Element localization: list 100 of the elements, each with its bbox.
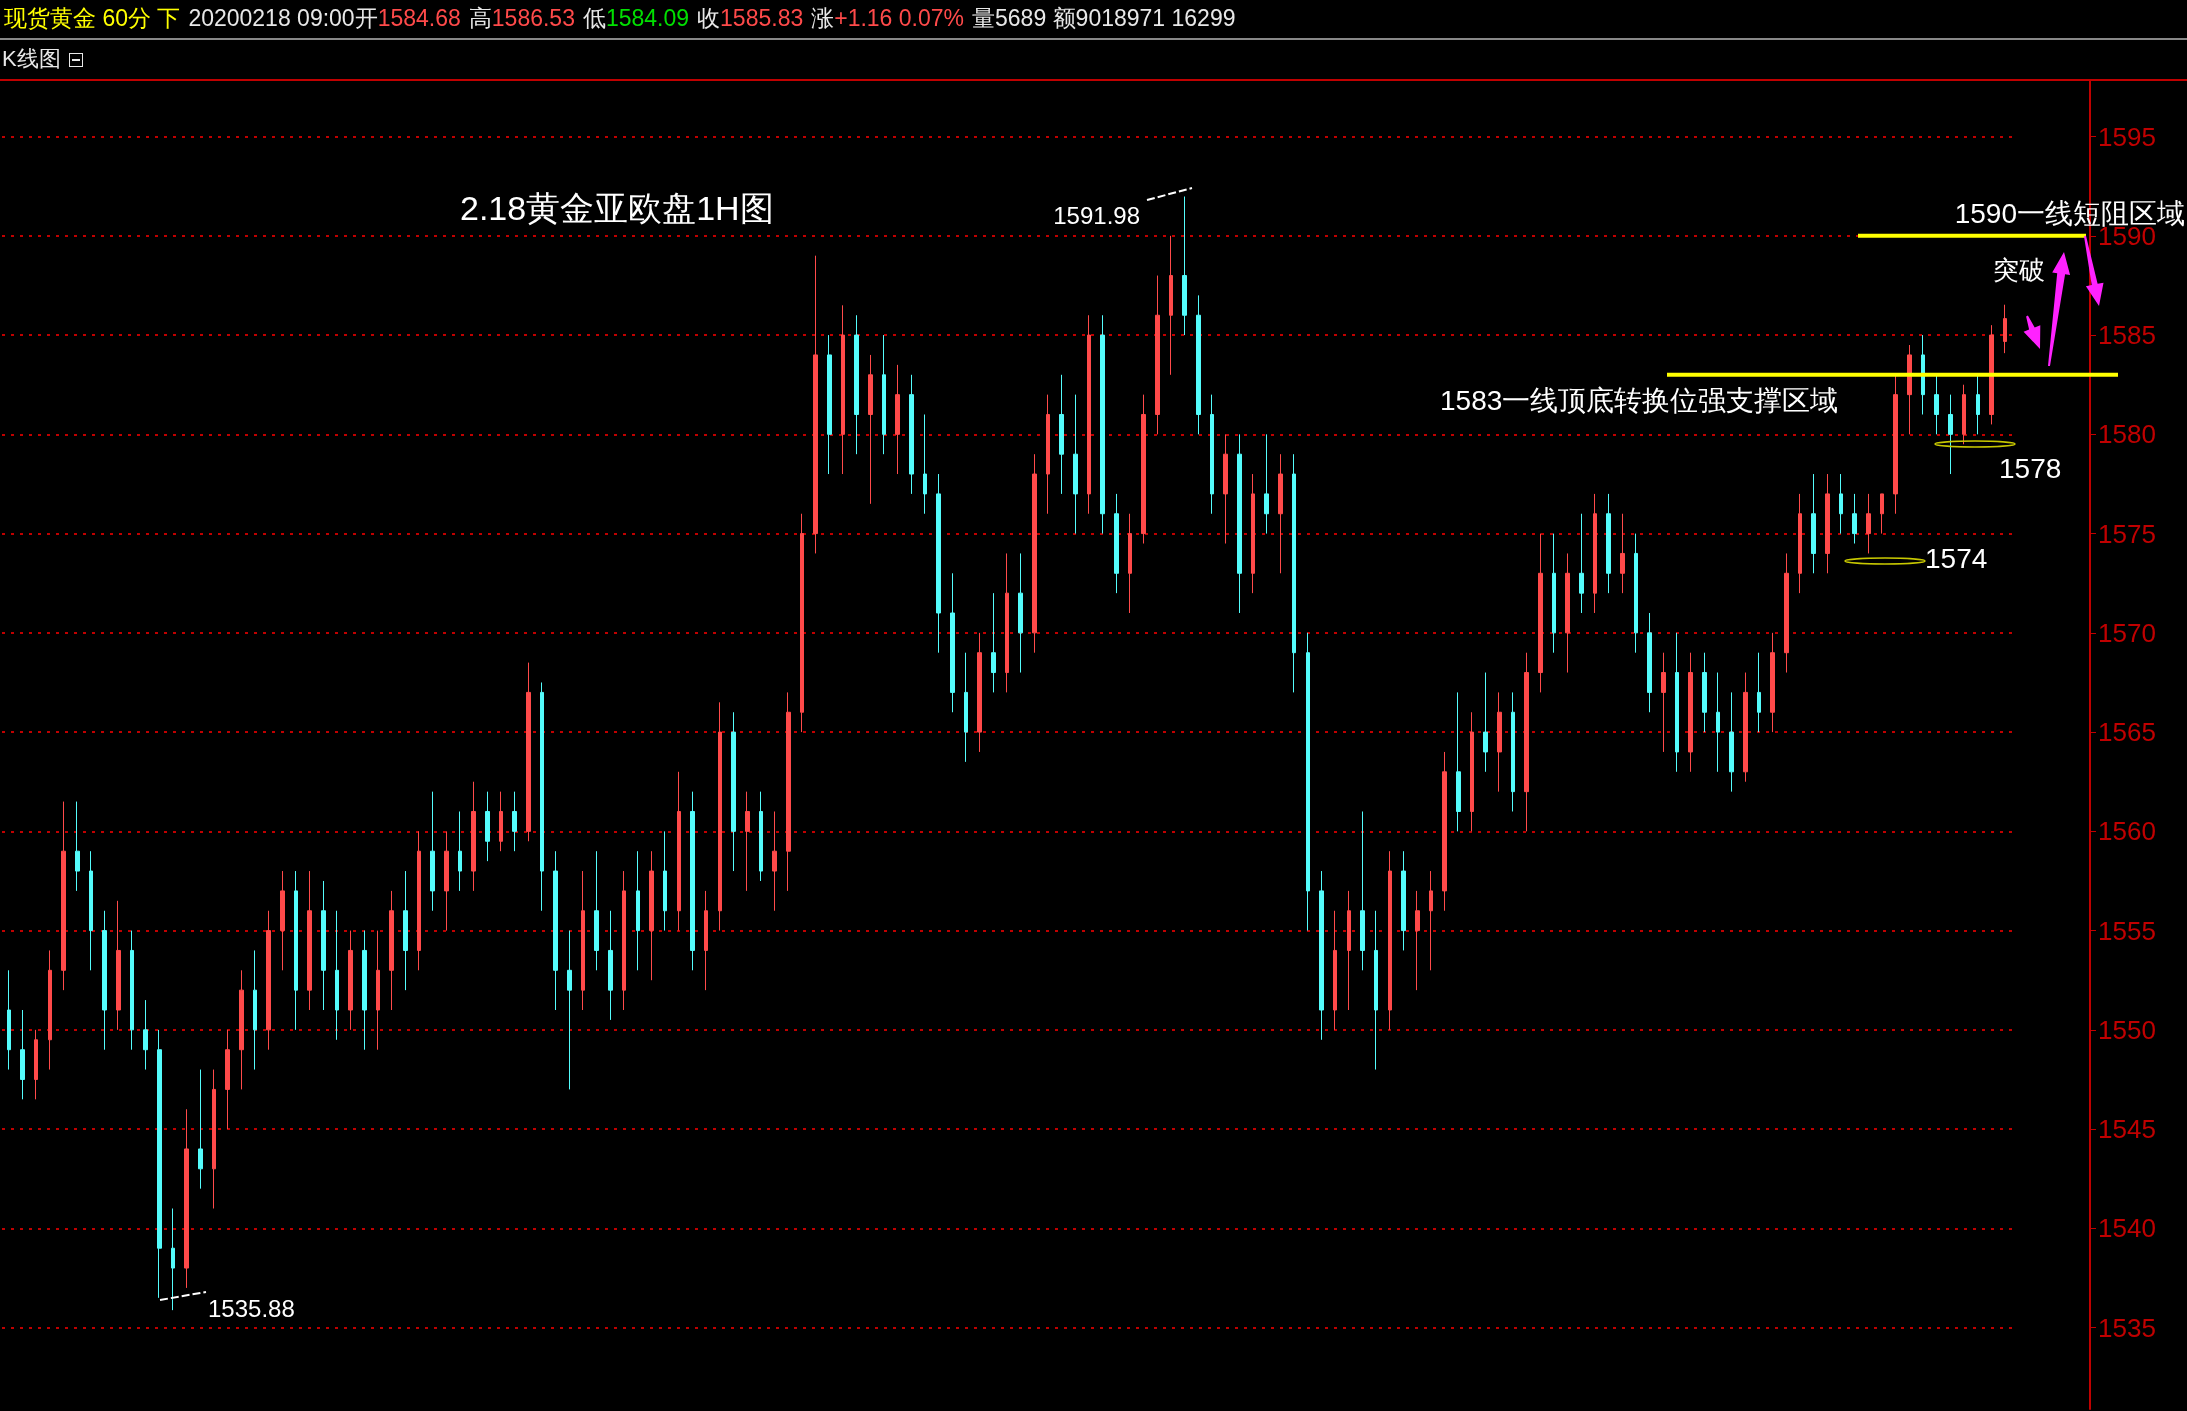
candlestick — [512, 791, 517, 852]
candlestick — [636, 850, 640, 971]
candlestick — [622, 870, 626, 1011]
candlestick — [1155, 275, 1160, 435]
candlestick — [1921, 334, 1925, 415]
candlestick — [499, 791, 503, 852]
candlestick — [1989, 324, 1994, 425]
text: +1.16 0.07% — [834, 5, 965, 31]
candlestick — [1032, 453, 1037, 654]
candlestick — [1661, 652, 1666, 753]
text: 1584.09 — [605, 5, 690, 31]
candlestick — [280, 870, 285, 971]
candlestick — [1606, 493, 1611, 594]
y-tick-label: 1595 — [2098, 121, 2156, 152]
candlestick — [1114, 493, 1119, 594]
candlestick — [417, 830, 421, 971]
candlestick — [1770, 632, 1775, 733]
candlestick — [704, 890, 708, 991]
text: 低 — [582, 5, 606, 31]
candlestick — [389, 890, 394, 1011]
candlestick — [2003, 304, 2007, 354]
candlestick — [1634, 533, 1638, 654]
annotation: 1591.98 — [1053, 201, 1140, 229]
y-tick-label: 1570 — [2098, 617, 2156, 648]
candlestick — [1128, 513, 1132, 614]
candlestick — [116, 900, 121, 1031]
candlestick — [1538, 533, 1543, 693]
candlestick — [1005, 552, 1009, 693]
candlestick — [895, 364, 900, 475]
candlestick — [1593, 493, 1597, 614]
candlestick — [61, 801, 66, 991]
candlestick — [1825, 473, 1830, 574]
text: K线图 — [2, 46, 61, 71]
candlestick — [772, 811, 777, 912]
text: 高 — [468, 5, 492, 31]
y-tick-label: 1560 — [2098, 816, 2156, 847]
candlestick — [1237, 433, 1242, 614]
candlestick — [321, 880, 326, 1011]
candlestick — [1688, 652, 1693, 773]
candlestick — [553, 850, 558, 1011]
candlestick — [1278, 453, 1283, 574]
candlestick — [1251, 473, 1255, 594]
candlestick — [1907, 344, 1912, 435]
text: 涨 — [811, 5, 835, 31]
candlestick — [376, 930, 380, 1051]
candlestick — [690, 791, 695, 971]
candlestick — [1497, 691, 1502, 793]
candlestick — [581, 870, 585, 1011]
candlestick — [253, 949, 257, 1071]
candlestick — [964, 652, 968, 763]
candlestick — [854, 314, 859, 455]
candlestick — [1976, 374, 1980, 435]
y-tick-label: 1545 — [2098, 1114, 2156, 1145]
candlestick — [7, 969, 11, 1071]
candlestick — [184, 1108, 189, 1289]
candlestick — [1483, 672, 1488, 773]
candlestick — [1182, 196, 1187, 336]
candlestick — [444, 830, 449, 932]
candlestick — [1169, 235, 1173, 376]
candlestick — [1018, 552, 1023, 674]
candlestick — [923, 413, 927, 515]
candlestick — [1620, 513, 1625, 594]
candlestick — [608, 910, 613, 1021]
text: 20200218 09:00开 — [188, 5, 378, 31]
candlestick — [718, 701, 722, 932]
candlestick — [1579, 513, 1584, 614]
candlestick — [1456, 691, 1461, 832]
candlestick — [212, 1069, 216, 1210]
candlestick — [1866, 493, 1871, 554]
candlestick — [1675, 632, 1679, 773]
candlestick — [1087, 314, 1091, 515]
candlestick — [335, 910, 339, 1041]
candlestick — [307, 870, 312, 1011]
candlestick — [731, 711, 736, 872]
candlestick — [1415, 890, 1420, 991]
candlestick — [567, 930, 572, 1090]
annotation: 1578 — [1999, 452, 2062, 484]
candlestick — [458, 811, 462, 892]
candlestick — [1893, 374, 1898, 515]
candlestick — [130, 930, 134, 1051]
candlestick — [1401, 850, 1406, 951]
candlestick — [20, 1009, 25, 1100]
candlestick — [977, 632, 982, 753]
text: 1585.83 — [720, 5, 804, 31]
candlestick — [649, 850, 654, 981]
annotation: 1535.88 — [208, 1294, 295, 1322]
text: 收 — [697, 5, 721, 31]
candlestick — [1948, 394, 1953, 475]
candlestick — [1059, 374, 1064, 495]
candlestick — [294, 870, 298, 1031]
candlestick — [1716, 672, 1720, 773]
candlestick — [594, 850, 599, 971]
candlestick — [34, 1029, 38, 1100]
candlestick — [759, 791, 763, 882]
candlestick — [1784, 552, 1789, 674]
candlestick — [882, 334, 886, 455]
candlestick — [1306, 632, 1310, 932]
candlestick — [1565, 552, 1570, 674]
ref-line-label: 1583一线顶底转换位强支撑区域 — [1440, 385, 1839, 417]
candlestick — [936, 473, 941, 654]
